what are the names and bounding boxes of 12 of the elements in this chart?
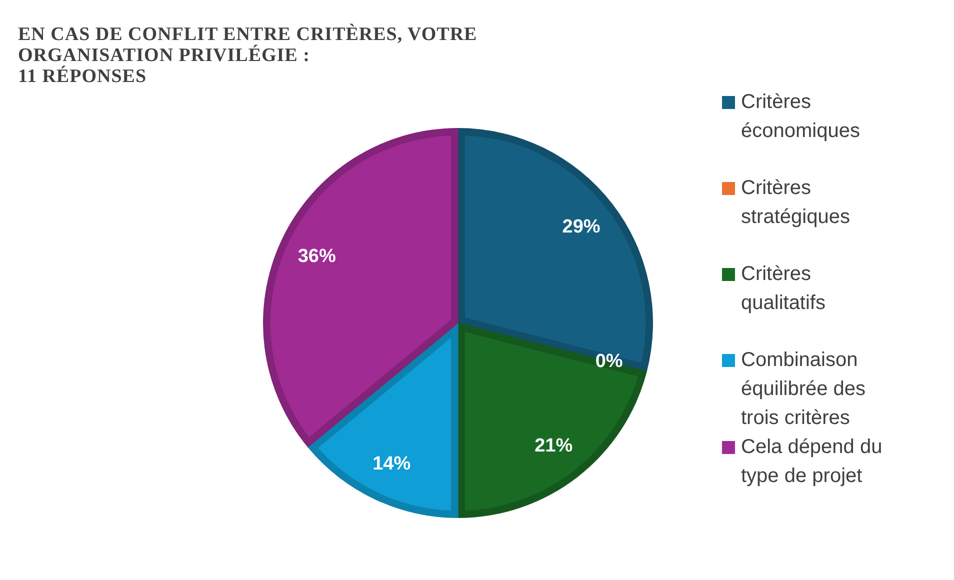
data-label: 29%: [562, 216, 600, 238]
legend-label: Critères économiques: [741, 90, 861, 144]
legend-label: Critères stratégiques: [741, 176, 851, 230]
data-label: 21%: [534, 436, 573, 456]
legend-label: Critères qualitatifs: [741, 262, 826, 316]
legend-label: Combinaison équilibrée des trois critères: [741, 348, 867, 431]
data-label: 14%: [372, 453, 411, 474]
text: 0%: [595, 351, 623, 372]
data-label: 36%: [298, 246, 336, 267]
text: 11 RÉPONSES: [18, 66, 148, 87]
chart-title: EN CAS DE CONFLIT ENTRE CRITÈRES, VOTRE ORGANISATION PRIVILÉGIE :: [18, 24, 478, 66]
legend-label: Cela dépend du type de projet: [741, 435, 884, 489]
